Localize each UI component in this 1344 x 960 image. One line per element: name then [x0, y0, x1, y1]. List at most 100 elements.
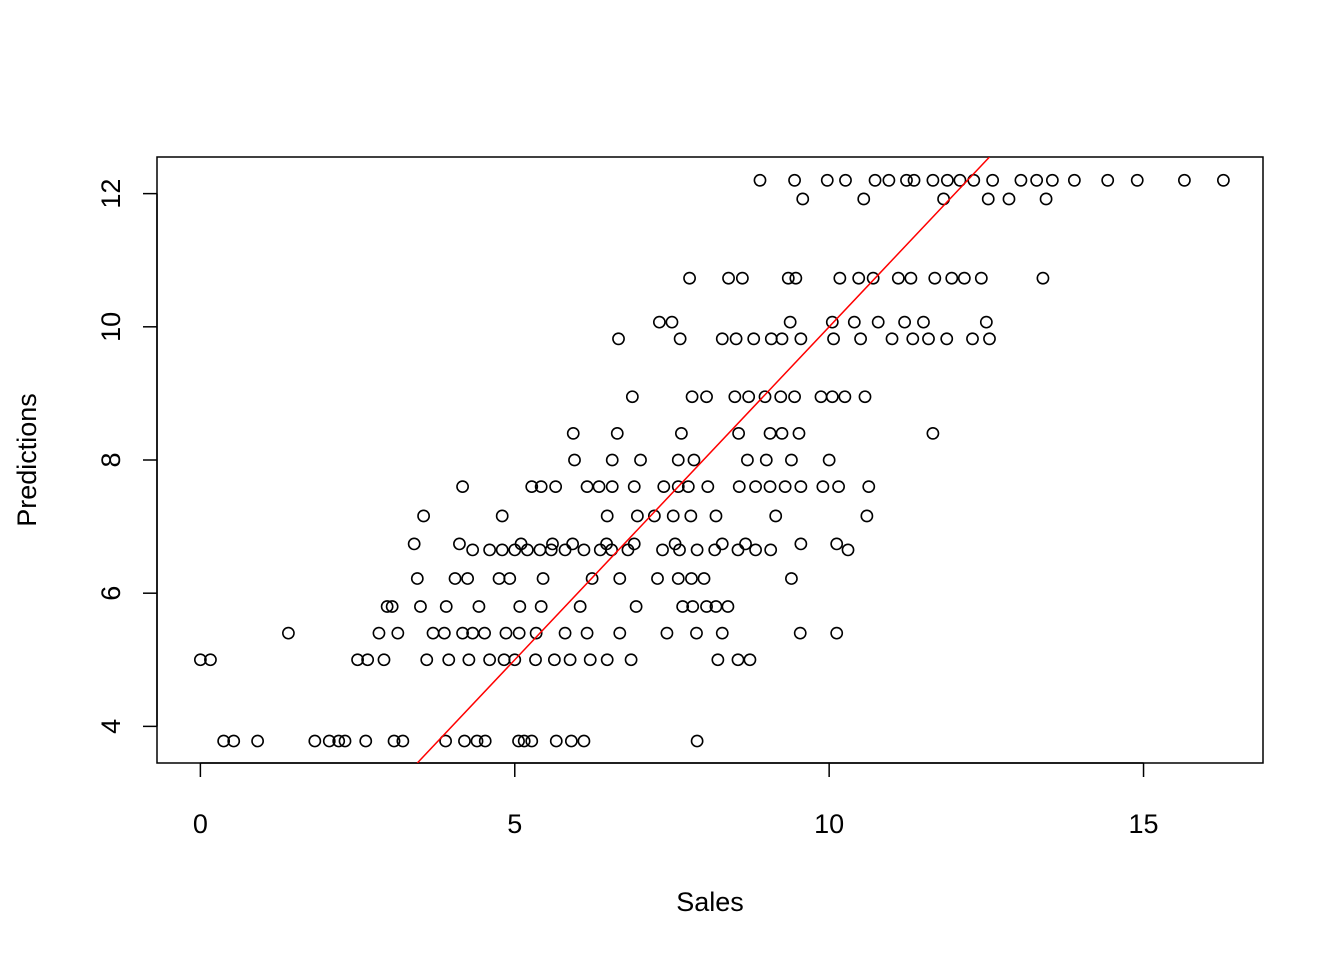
data-point	[414, 600, 427, 613]
data-point	[546, 537, 559, 551]
data-point	[420, 653, 434, 667]
data-point	[536, 572, 550, 585]
data-point	[483, 653, 497, 667]
data-point	[666, 509, 680, 523]
y-tick-label: 10	[96, 312, 126, 342]
data-point	[322, 734, 336, 748]
data-point	[838, 390, 852, 404]
data-point	[282, 626, 295, 640]
data-point	[605, 480, 619, 494]
data-point	[764, 543, 778, 557]
data-point	[1130, 173, 1144, 187]
data-point	[580, 626, 594, 640]
data-point	[926, 426, 940, 440]
data-point	[763, 480, 777, 494]
data-point	[629, 600, 643, 613]
data-point	[866, 271, 880, 285]
data-point	[690, 626, 703, 640]
data-point	[391, 626, 405, 640]
data-point	[715, 626, 729, 640]
data-point	[1036, 271, 1050, 285]
data-point	[227, 734, 241, 748]
data-point	[529, 653, 542, 667]
data-point	[906, 332, 920, 346]
data-point	[647, 509, 661, 523]
data-point	[690, 543, 704, 557]
data-point	[563, 653, 577, 667]
data-point	[580, 480, 594, 494]
data-point	[685, 572, 698, 585]
data-point	[709, 509, 723, 523]
data-point	[686, 600, 700, 613]
data-point	[731, 543, 745, 557]
data-point	[566, 426, 580, 440]
data-point	[458, 734, 471, 748]
data-point	[794, 332, 808, 346]
data-point	[814, 390, 828, 404]
data-point	[577, 543, 591, 557]
data-point	[841, 543, 855, 557]
data-point	[499, 626, 513, 640]
data-point	[558, 626, 572, 640]
data-point	[778, 480, 792, 494]
data-point	[839, 173, 852, 187]
data-point	[627, 480, 641, 494]
data-point	[665, 315, 679, 329]
y-tick-label: 8	[96, 452, 126, 467]
data-point	[461, 572, 475, 585]
data-point	[492, 572, 506, 585]
x-tick-label: 15	[1129, 809, 1159, 839]
data-point	[456, 626, 469, 640]
data-point	[900, 173, 913, 187]
data-point	[547, 653, 561, 667]
data-point	[495, 543, 509, 557]
data-point	[683, 271, 696, 285]
data-point	[827, 332, 840, 346]
data-point	[380, 600, 394, 613]
data-point	[361, 653, 375, 667]
data-point	[387, 734, 401, 748]
data-point	[794, 537, 808, 551]
data-point	[600, 509, 614, 523]
data-point	[534, 600, 548, 613]
data-point	[785, 453, 798, 467]
data-point	[671, 572, 685, 585]
data-point	[613, 572, 627, 585]
data-point	[729, 332, 743, 346]
data-point	[549, 734, 563, 748]
data-point	[747, 332, 761, 346]
data-point	[957, 271, 971, 285]
data-point	[697, 572, 711, 585]
data-point	[945, 271, 959, 285]
data-point	[684, 509, 698, 523]
data-point	[907, 173, 921, 187]
data-point	[758, 390, 772, 404]
data-point	[926, 173, 940, 187]
reference-line	[416, 157, 991, 763]
data-point	[871, 315, 885, 329]
data-point	[525, 480, 539, 494]
data-point	[891, 271, 905, 285]
y-axis: 4 6 8 10 12	[96, 179, 158, 734]
data-point	[789, 271, 803, 285]
data-point	[862, 480, 876, 494]
data-point	[564, 734, 578, 748]
data-point	[860, 509, 874, 523]
data-point	[470, 734, 484, 748]
data-point	[775, 426, 789, 440]
data-point	[904, 271, 918, 285]
data-point	[759, 453, 773, 467]
data-point	[898, 315, 912, 329]
data-point	[700, 390, 713, 404]
x-tick-label: 0	[193, 809, 208, 839]
data-point	[660, 626, 674, 640]
data-point	[785, 572, 798, 585]
data-point	[407, 537, 421, 551]
data-point	[377, 653, 391, 667]
data-point	[775, 332, 789, 346]
data-point	[940, 173, 954, 187]
data-point	[830, 537, 844, 551]
data-point	[426, 626, 440, 640]
data-points	[193, 173, 1230, 748]
data-point	[630, 509, 644, 523]
